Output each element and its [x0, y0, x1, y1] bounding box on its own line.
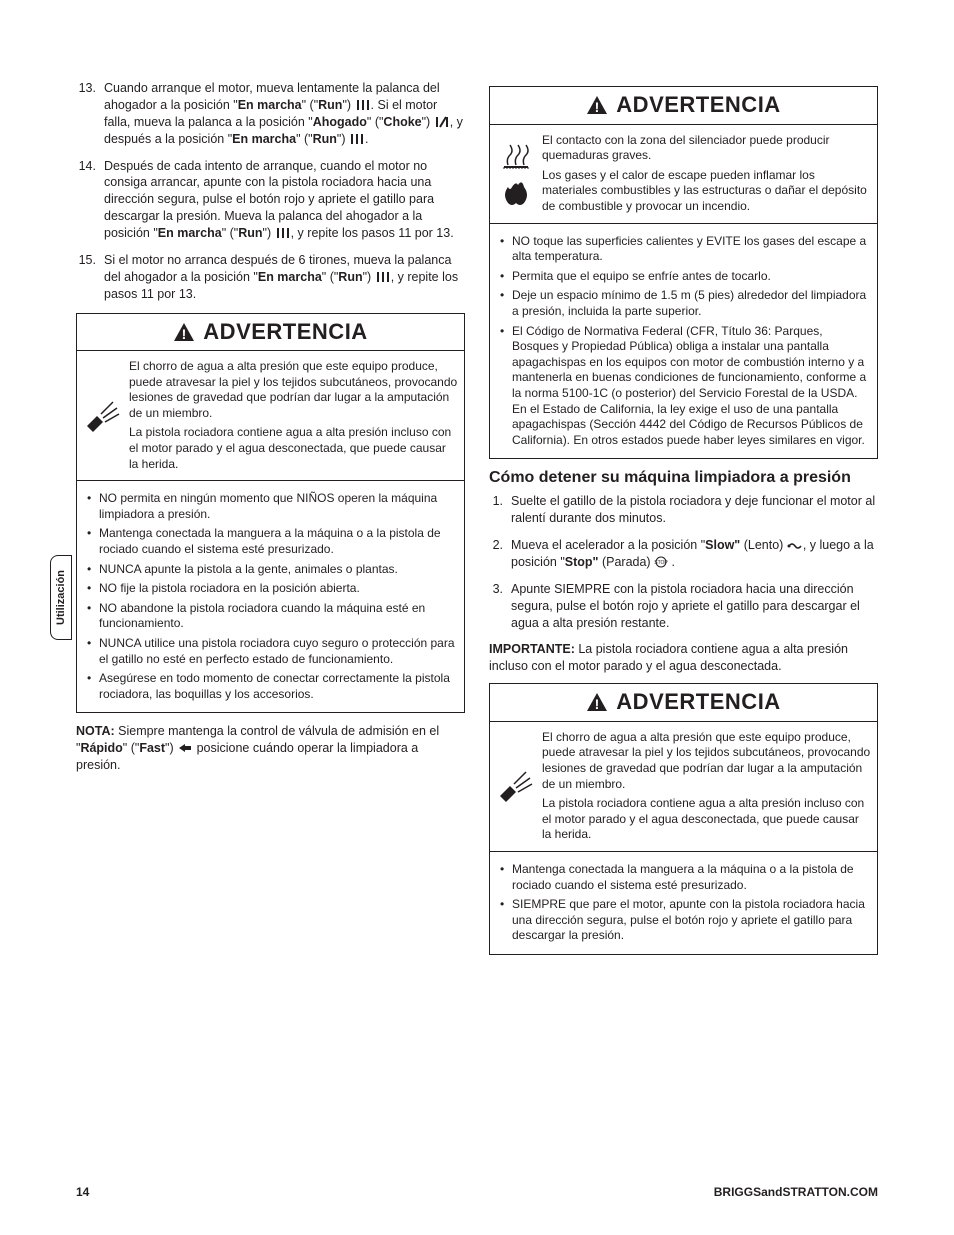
warning-bullet: Permita que el equipo se enfríe antes de…	[498, 269, 869, 285]
warning-bullet: Mantenga conectada la manguera a la máqu…	[498, 862, 869, 893]
step-number: 2.	[489, 537, 511, 571]
warning-bullet: Mantenga conectada la manguera a la máqu…	[85, 526, 456, 557]
section-heading: Cómo detener su máquina limpiadora a pre…	[489, 469, 878, 487]
svg-text:!: !	[595, 99, 600, 115]
step-number: 15.	[76, 252, 104, 303]
step-text: Si el motor no arranca después de 6 tiro…	[104, 252, 465, 303]
svg-text:!: !	[182, 326, 187, 342]
warning-text: La pistola rociadora contiene agua a alt…	[129, 425, 458, 472]
warning-box-right-1: ! ADVERTENCIA El contacto con la zona de…	[489, 86, 878, 459]
step-number: 14.	[76, 158, 104, 242]
warning-box-left: ! ADVERTENCIA El chorro de agua a alta p…	[76, 313, 465, 714]
warning-bullet: NO permita en ningún momento que NIÑOS o…	[85, 491, 456, 522]
left-steps: 13.Cuando arranque el motor, mueva lenta…	[76, 80, 465, 303]
warning-icons	[490, 125, 542, 223]
left-column: 13.Cuando arranque el motor, mueva lenta…	[76, 80, 465, 965]
warning-texts: El contacto con la zona del silenciador …	[542, 125, 877, 223]
right-steps: 1.Suelte el gatillo de la pistola rociad…	[489, 493, 878, 631]
step-text: Después de cada intento de arranque, cua…	[104, 158, 465, 242]
warning-triangle-icon: !	[586, 692, 608, 712]
warning-header: ! ADVERTENCIA	[77, 314, 464, 352]
warning-bullets: Mantenga conectada la manguera a la máqu…	[490, 852, 877, 954]
side-tab: Utilización	[50, 555, 72, 640]
step-3: 3.Apunte SIEMPRE con la pistola rociador…	[489, 581, 878, 632]
right-column: ! ADVERTENCIA El contacto con la zona de…	[489, 80, 878, 965]
footer-site: BRIGGSandSTRATTON.COM	[714, 1185, 878, 1199]
warning-bullet: SIEMPRE que pare el motor, apunte con la…	[498, 897, 869, 944]
svg-text:!: !	[595, 696, 600, 712]
warning-bullet: NO abandone la pistola rociadora cuando …	[85, 601, 456, 632]
warning-triangle-icon: !	[586, 95, 608, 115]
step-number: 3.	[489, 581, 511, 632]
spray-hazard-icon	[496, 768, 536, 804]
warning-text: La pistola rociadora contiene agua a alt…	[542, 796, 871, 843]
fire-hazard-icon	[498, 177, 534, 207]
step-text: Cuando arranque el motor, mueva lentamen…	[104, 80, 465, 148]
warning-bullet: NO toque las superficies calientes y EVI…	[498, 234, 869, 265]
importante-text: IMPORTANTE: La pistola rociadora contien…	[489, 641, 878, 675]
warning-text: Los gases y el calor de escape pueden in…	[542, 168, 871, 215]
warning-bullets: NO permita en ningún momento que NIÑOS o…	[77, 481, 464, 712]
step-text: Apunte SIEMPRE con la pistola rociadora …	[511, 581, 878, 632]
warning-bullet: NO fije la pistola rociadora en la posic…	[85, 581, 456, 597]
warning-header: ! ADVERTENCIA	[490, 684, 877, 722]
step-1: 1.Suelte el gatillo de la pistola rociad…	[489, 493, 878, 527]
warning-title: ADVERTENCIA	[616, 91, 780, 120]
warning-bullet: NUNCA apunte la pistola a la gente, anim…	[85, 562, 456, 578]
step-15: 15.Si el motor no arranca después de 6 t…	[76, 252, 465, 303]
warning-text: El contacto con la zona del silenciador …	[542, 133, 871, 164]
warning-bullet: NUNCA utilice una pistola rociadora cuyo…	[85, 636, 456, 667]
warning-title: ADVERTENCIA	[616, 688, 780, 717]
page-columns: 13.Cuando arranque el motor, mueva lenta…	[76, 80, 878, 965]
warning-bullet: Deje un espacio mínimo de 1.5 m (5 pies)…	[498, 288, 869, 319]
warning-texts: El chorro de agua a alta presión que est…	[542, 722, 877, 851]
nota-text: NOTA: Siempre mantenga la control de vál…	[76, 723, 465, 774]
hot-surface-icon	[498, 141, 534, 171]
step-13: 13.Cuando arranque el motor, mueva lenta…	[76, 80, 465, 148]
step-14: 14.Después de cada intento de arranque, …	[76, 158, 465, 242]
step-text: Mueva el acelerador a la posición "Slow"…	[511, 537, 878, 571]
warning-icons	[77, 351, 129, 480]
warning-title: ADVERTENCIA	[203, 318, 367, 347]
warning-body: El chorro de agua a alta presión que est…	[77, 351, 464, 481]
warning-bullets: NO toque las superficies calientes y EVI…	[490, 224, 877, 459]
step-number: 13.	[76, 80, 104, 148]
warning-body: El contacto con la zona del silenciador …	[490, 125, 877, 224]
warning-bullet: Asegúrese en todo momento de conectar co…	[85, 671, 456, 702]
page-footer: 14 BRIGGSandSTRATTON.COM	[76, 1185, 878, 1199]
warning-texts: El chorro de agua a alta presión que est…	[129, 351, 464, 480]
warning-body: El chorro de agua a alta presión que est…	[490, 722, 877, 852]
warning-icons	[490, 722, 542, 851]
warning-text: El chorro de agua a alta presión que est…	[542, 730, 871, 792]
warning-text: El chorro de agua a alta presión que est…	[129, 359, 458, 421]
warning-box-right-2: ! ADVERTENCIA El chorro de agua a alta p…	[489, 683, 878, 955]
svg-text:STOP: STOP	[654, 560, 668, 566]
warning-header: ! ADVERTENCIA	[490, 87, 877, 125]
spray-hazard-icon	[83, 398, 123, 434]
step-text: Suelte el gatillo de la pistola rociador…	[511, 493, 878, 527]
page-number: 14	[76, 1185, 89, 1199]
warning-bullet: El Código de Normativa Federal (CFR, Tít…	[498, 324, 869, 449]
step-2: 2.Mueva el acelerador a la posición "Slo…	[489, 537, 878, 571]
warning-triangle-icon: !	[173, 322, 195, 342]
step-number: 1.	[489, 493, 511, 527]
